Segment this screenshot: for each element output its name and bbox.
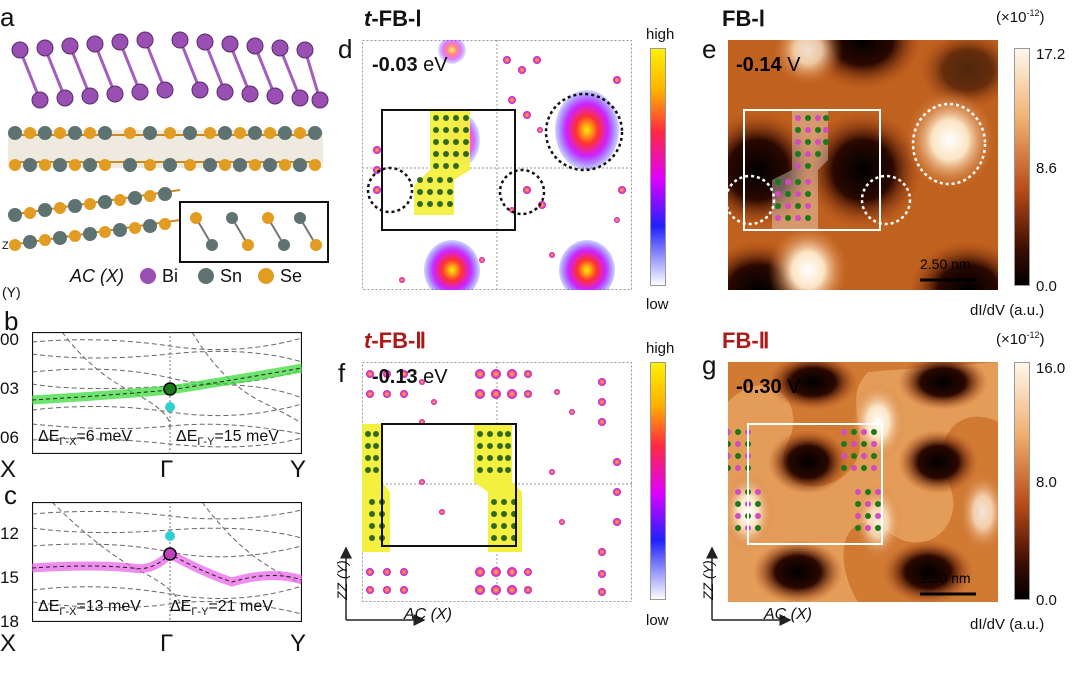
legend-sn-swatch [198,268,214,284]
colorbar-g-exponent: (×10-12) [996,330,1045,348]
panel-e-title: FB-Ⅰ [722,6,766,31]
colorbar-g-unit: dI/dV (a.u.) [970,616,1045,633]
colorbar-d-low: low [646,296,669,313]
colorbar-e-tick-min: 0.0 [1036,278,1057,295]
colorbar-g [1014,362,1030,600]
panel-e-bias: -0.14 V [736,54,801,76]
colorbar-g-tick-min: 0.0 [1036,592,1057,609]
colorbar-e-tick-mid: 8.6 [1036,160,1057,177]
band-plot-c [32,502,302,622]
panel-f-energy: -0.13 eV [372,366,448,388]
colorbar-g-tick-max: 16.0 [1036,360,1066,377]
panel-f-axis-x: AC (X) [404,606,452,623]
panel-a-axis-label-y: (Y) [2,284,21,300]
panel-g-axes [706,546,792,626]
panel-a-axis-label: AC (X) [70,266,124,286]
legend-se-swatch [258,268,274,284]
c-k-gamma: Γ [160,630,174,657]
panel-f-axis-y: ZZ (Y) [334,560,350,600]
b-tick-2: 06 [0,428,19,447]
colorbar-g-tick-mid: 8.0 [1036,474,1057,491]
colorbar-f-low: low [646,612,669,629]
c-delta-left: ΔEΓ-X=13 meV [38,598,141,619]
c-k-y: Y [290,630,307,657]
colorbar-e-exponent: (×10-12) [996,8,1045,26]
b-tick-1: 03 [0,379,19,398]
panel-label-d: d [338,34,353,64]
colorbar-d [650,48,666,286]
crystal-structure [8,31,329,263]
colorbar-d-high: high [646,26,675,43]
legend-se-label: Se [280,266,303,286]
legend-sn-label: Sn [220,266,243,286]
b-tick-0: 00 [0,330,19,349]
panel-label-e: e [702,34,717,64]
axis-z-label: Z [2,240,9,252]
panel-d-title: t-FB-Ⅰ [364,6,422,31]
c-delta-right: ΔEΓ-Y=21 meV [170,598,273,619]
band-plot-b [32,332,302,454]
c-tick-0: 12 [0,524,19,543]
stm-map-e [728,40,998,290]
b-k-x: X [0,456,17,483]
panel-g-bias: -0.30 V [736,376,801,398]
panel-g-axis-y: ZZ (Y) [700,560,716,600]
panel-f-title: t-FB-Ⅱ [364,328,427,353]
panel-label-a: a [0,2,15,32]
panel-label-c: c [4,480,17,510]
panel-g-scale-bar: 2.50 nm [920,570,971,586]
b-delta-right: ΔEΓ-Y=15 meV [176,428,279,449]
b-k-gamma: Γ [160,456,174,483]
panel-label-f: f [338,358,346,388]
c-tick-2: 18 [0,612,19,631]
colorbar-e-unit: dI/dV (a.u.) [970,302,1045,319]
c-tick-1: 15 [0,568,19,587]
bi-layer [11,31,329,109]
colorbar-f [650,362,666,600]
panel-d-energy: -0.03 eV [372,54,448,76]
b-delta-left: ΔEΓ-X=6 meV [38,428,133,449]
ldos-map-f [362,362,632,602]
panel-label-b: b [4,306,19,336]
panel-g-axis-x: AC (X) [764,606,812,623]
panel-f-axes [340,546,426,626]
stm-map-g [728,362,998,602]
b-k-y: Y [290,456,307,483]
ldos-map-d [362,40,632,290]
colorbar-e [1014,48,1030,286]
colorbar-e-tick-max: 17.2 [1036,46,1066,63]
legend-bi-swatch [140,268,156,284]
inset-box [179,201,329,263]
panel-g-title: FB-Ⅱ [722,328,770,353]
snse-layer-1 [8,126,323,172]
legend-bi-label: Bi [162,266,179,286]
panel-label-g: g [702,350,717,380]
colorbar-f-high: high [646,340,675,357]
panel-e-scale-bar: 2.50 nm [920,256,971,272]
snse-layer-2 [8,187,329,263]
c-k-x: X [0,630,17,657]
